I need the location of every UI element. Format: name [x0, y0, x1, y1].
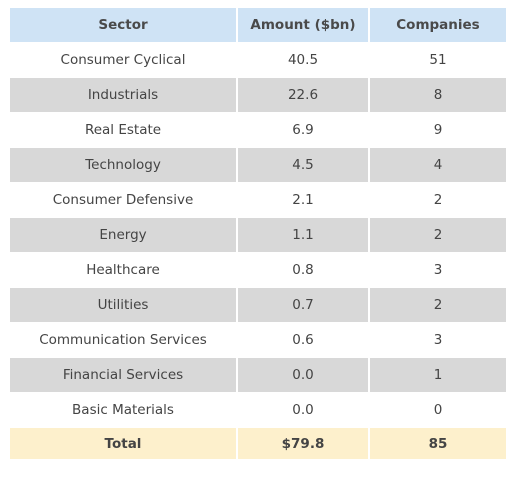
- cell-sector: Consumer Defensive: [10, 183, 236, 217]
- cell-companies: 3: [370, 253, 506, 287]
- cell-amount: 22.6: [238, 78, 368, 112]
- cell-sector: Industrials: [10, 78, 236, 112]
- total-amount: $79.8: [238, 428, 368, 459]
- cell-amount: 2.1: [238, 183, 368, 217]
- table-row: Technology 4.5 4: [10, 148, 506, 182]
- cell-amount: 6.9: [238, 113, 368, 147]
- cell-amount: 0.0: [238, 393, 368, 427]
- table-row: Energy 1.1 2: [10, 218, 506, 252]
- cell-companies: 1: [370, 358, 506, 392]
- cell-amount: 0.0: [238, 358, 368, 392]
- cell-companies: 2: [370, 183, 506, 217]
- cell-companies: 0: [370, 393, 506, 427]
- cell-amount: 4.5: [238, 148, 368, 182]
- cell-sector: Healthcare: [10, 253, 236, 287]
- total-label: Total: [10, 428, 236, 459]
- table-row: Consumer Defensive 2.1 2: [10, 183, 506, 217]
- cell-companies: 8: [370, 78, 506, 112]
- cell-sector: Communication Services: [10, 323, 236, 357]
- total-companies: 85: [370, 428, 506, 459]
- total-row: Total $79.8 85: [10, 428, 506, 459]
- cell-companies: 2: [370, 218, 506, 252]
- cell-sector: Basic Materials: [10, 393, 236, 427]
- table-header: Sector Amount ($bn) Companies: [10, 8, 506, 42]
- table-body: Consumer Cyclical 40.5 51 Industrials 22.6 8 R…: [10, 43, 506, 427]
- table-footer: Total $79.8 85: [10, 428, 506, 459]
- cell-companies: 3: [370, 323, 506, 357]
- table-row: Real Estate 6.9 9: [10, 113, 506, 147]
- table-row: Utilities 0.7 2: [10, 288, 506, 322]
- cell-sector: Technology: [10, 148, 236, 182]
- cell-sector: Energy: [10, 218, 236, 252]
- cell-amount: 0.8: [238, 253, 368, 287]
- cell-sector: Utilities: [10, 288, 236, 322]
- column-header-sector: Sector: [10, 8, 236, 42]
- table-row: Financial Services 0.0 1: [10, 358, 506, 392]
- cell-amount: 0.6: [238, 323, 368, 357]
- cell-companies: 2: [370, 288, 506, 322]
- cell-sector: Real Estate: [10, 113, 236, 147]
- column-header-companies: Companies: [370, 8, 506, 42]
- table-row: Healthcare 0.8 3: [10, 253, 506, 287]
- column-header-amount: Amount ($bn): [238, 8, 368, 42]
- table-row: Communication Services 0.6 3: [10, 323, 506, 357]
- sector-table-container: Sector Amount ($bn) Companies Consumer C…: [8, 7, 508, 460]
- cell-sector: Consumer Cyclical: [10, 43, 236, 77]
- table-row: Basic Materials 0.0 0: [10, 393, 506, 427]
- table-row: Industrials 22.6 8: [10, 78, 506, 112]
- cell-companies: 9: [370, 113, 506, 147]
- cell-sector: Financial Services: [10, 358, 236, 392]
- sector-table: Sector Amount ($bn) Companies Consumer C…: [8, 7, 508, 460]
- cell-amount: 1.1: [238, 218, 368, 252]
- cell-amount: 40.5: [238, 43, 368, 77]
- cell-companies: 4: [370, 148, 506, 182]
- cell-companies: 51: [370, 43, 506, 77]
- table-row: Consumer Cyclical 40.5 51: [10, 43, 506, 77]
- header-row: Sector Amount ($bn) Companies: [10, 8, 506, 42]
- cell-amount: 0.7: [238, 288, 368, 322]
